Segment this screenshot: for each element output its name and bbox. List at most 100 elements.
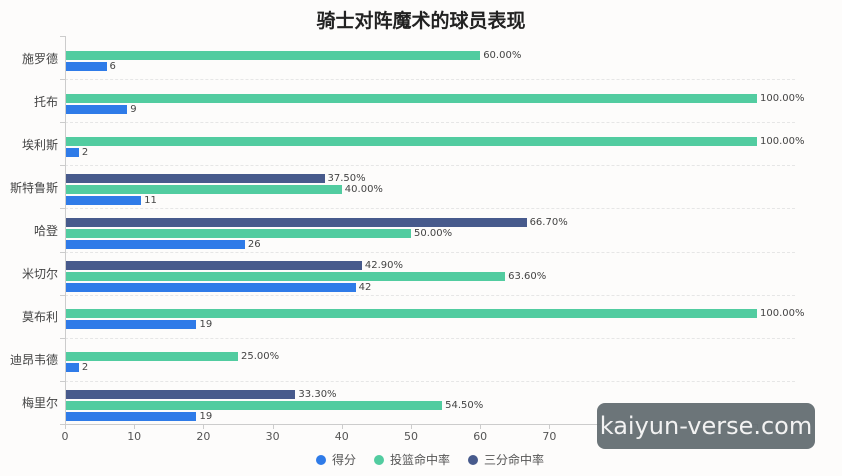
category-label: 米切尔	[21, 267, 58, 282]
bar-score[interactable]	[65, 196, 142, 206]
bar-value-label: 25.00%	[241, 351, 280, 363]
bar-score[interactable]	[65, 61, 107, 71]
y-tick	[60, 338, 65, 339]
bar-fg-pct[interactable]	[65, 400, 443, 410]
category-label: 莫布利	[21, 310, 58, 325]
legend-item-3p-pct[interactable]: 三分命中率	[468, 451, 544, 468]
bar-value-label: 19	[199, 319, 213, 331]
bar-value-label: 19	[199, 410, 213, 422]
bar-value-label: 100.00%	[760, 308, 805, 320]
gridline	[65, 165, 795, 166]
bar-value-label: 63.60%	[508, 270, 547, 282]
bar-fg-pct[interactable]	[65, 271, 506, 281]
bar-value-label: 2	[81, 146, 89, 158]
bar-fg-pct[interactable]	[65, 309, 757, 319]
legend-label: 三分命中率	[484, 453, 545, 467]
category-label: 梅里尔	[21, 396, 58, 411]
bar-3p-pct[interactable]	[65, 174, 325, 184]
gridline	[65, 122, 795, 123]
legend-dot-icon	[468, 454, 479, 465]
x-tick	[65, 424, 66, 429]
x-axis	[65, 424, 757, 425]
category-label: 埃利斯	[21, 137, 58, 152]
y-tick	[60, 208, 65, 209]
bar-value-label: 42.90%	[364, 259, 403, 271]
x-tick	[134, 424, 136, 429]
bar-value-label: 2	[81, 362, 89, 374]
category-label: 施罗德	[21, 51, 58, 66]
gridline	[65, 252, 795, 253]
x-tick	[411, 424, 412, 429]
x-tick-label: 70	[542, 430, 557, 443]
x-tick-label: 40	[334, 430, 349, 443]
bar-score[interactable]	[65, 320, 197, 330]
y-axis	[65, 36, 66, 424]
legend: 得分 投篮命中率 三分命中率	[316, 451, 544, 468]
x-tick-label: 60	[473, 430, 488, 443]
y-tick	[60, 424, 65, 425]
x-tick-label: 30	[265, 430, 280, 443]
bar-3p-pct[interactable]	[65, 260, 362, 270]
y-tick	[60, 381, 65, 382]
gridline	[65, 381, 795, 382]
x-tick	[203, 424, 205, 429]
bar-fg-pct[interactable]	[65, 352, 238, 362]
bar-3p-pct[interactable]	[65, 389, 296, 399]
x-tick-label: 0	[61, 430, 69, 443]
legend-item-score[interactable]: 得分	[316, 451, 356, 468]
x-tick-label: 50	[404, 430, 418, 443]
category-label: 哈登	[33, 224, 58, 238]
bar-value-label: 100.00%	[760, 135, 805, 147]
x-tick	[480, 424, 482, 429]
bar-score[interactable]	[65, 147, 79, 157]
legend-label: 得分	[332, 453, 357, 467]
bar-3p-pct[interactable]	[65, 217, 527, 227]
bar-value-label: 66.70%	[529, 216, 568, 228]
category-label: 迪昂韦德	[9, 353, 58, 368]
x-tick-label: 10	[127, 430, 142, 443]
bar-value-label: 33.30%	[298, 388, 337, 400]
y-tick	[60, 36, 65, 37]
legend-dot-icon	[374, 454, 385, 465]
x-tick	[549, 424, 551, 429]
bar-value-label: 60.00%	[483, 49, 522, 61]
bar-score[interactable]	[65, 363, 79, 373]
category-label: 斯特鲁斯	[9, 180, 58, 195]
x-tick	[341, 424, 343, 429]
gridline	[65, 79, 795, 80]
bar-value-label: 11	[144, 195, 157, 207]
y-tick	[60, 122, 65, 123]
bar-fg-pct[interactable]	[65, 136, 757, 146]
y-tick	[60, 79, 65, 80]
bar-value-label: 9	[130, 103, 137, 115]
y-tick	[60, 295, 65, 296]
bar-value-label: 26	[247, 238, 261, 250]
bar-value-label: 42	[358, 281, 372, 293]
bar-fg-pct[interactable]	[65, 228, 411, 238]
bar-score[interactable]	[65, 411, 197, 421]
bar-value-label: 50.00%	[414, 227, 453, 239]
legend-label: 投篮命中率	[390, 453, 451, 467]
bar-value-label: 37.50%	[327, 173, 366, 185]
x-tick-label: 20	[196, 430, 211, 443]
gridline	[65, 295, 795, 296]
gridline	[65, 338, 795, 339]
bar-score[interactable]	[65, 104, 128, 114]
y-tick	[60, 165, 65, 166]
bar-value-label: 54.50%	[445, 399, 484, 411]
bar-value-label: 40.00%	[344, 184, 383, 196]
legend-item-fg-pct[interactable]: 投篮命中率	[374, 451, 450, 468]
bar-fg-pct[interactable]	[65, 93, 757, 103]
bar-score[interactable]	[65, 282, 356, 292]
bar-score[interactable]	[65, 239, 245, 249]
legend-dot-icon	[316, 454, 326, 465]
y-tick	[60, 252, 65, 253]
bar-value-label: 6	[109, 60, 116, 72]
bar-value-label: 100.00%	[760, 92, 805, 104]
chart-title: 骑士对阵魔术的球员表现	[316, 10, 526, 32]
bar-fg-pct[interactable]	[65, 185, 342, 195]
bar-fg-pct[interactable]	[65, 50, 481, 60]
category-label: 托布	[33, 94, 58, 109]
watermark: kaiyun-verse.com	[597, 403, 815, 449]
x-tick	[272, 424, 274, 429]
